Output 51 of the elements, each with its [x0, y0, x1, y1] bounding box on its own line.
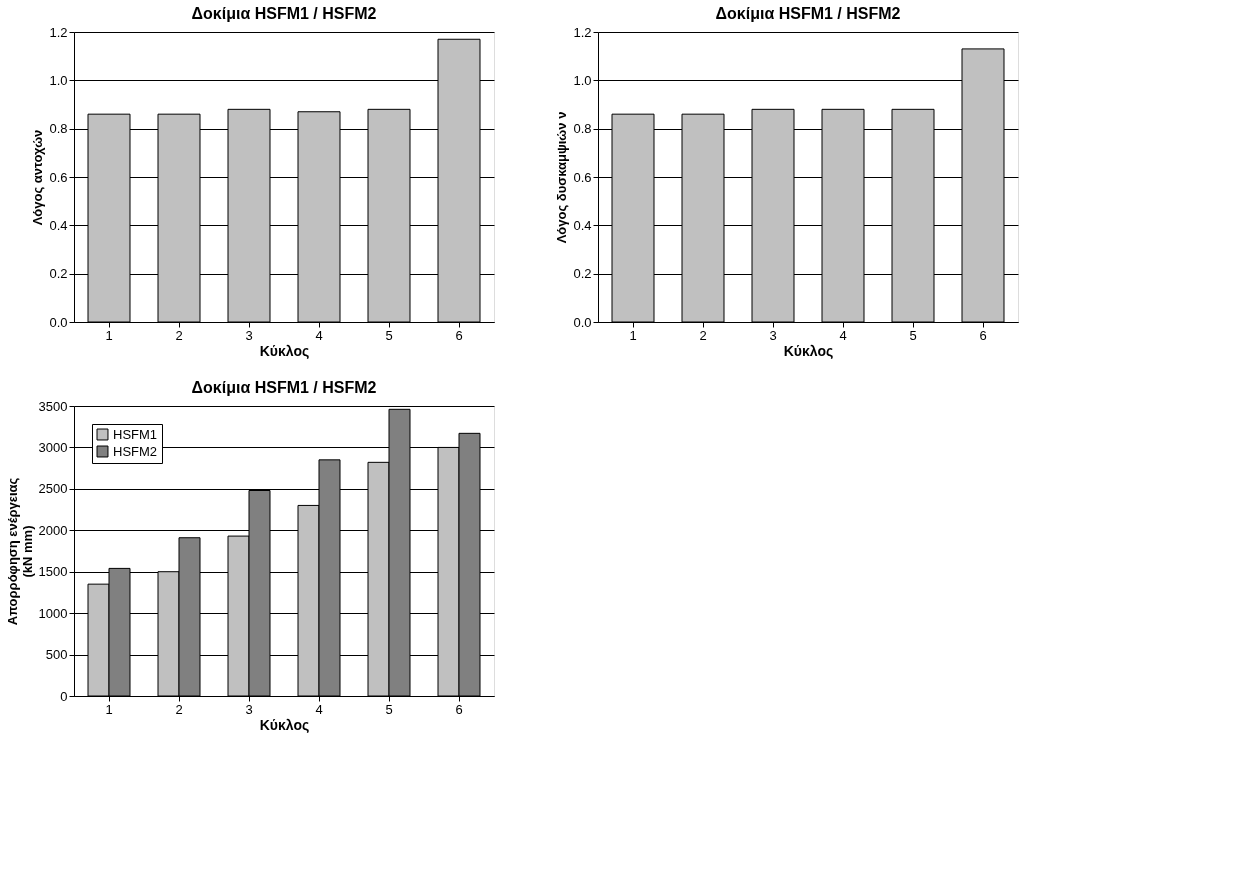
- chart-title: Δοκίμια HSFM1 / HSFM2: [191, 5, 377, 22]
- y-axis-title: Απορρόφηση ενέργειας (kN mm): [4, 477, 35, 626]
- x-tick-label: 1: [629, 327, 637, 343]
- y-tick-label: 1.0: [573, 72, 592, 88]
- y-tick-label: 500: [45, 647, 68, 663]
- y-axis-title: Λόγος δυσκαμψιών ν: [554, 111, 570, 244]
- x-tick-label: 6: [455, 701, 463, 717]
- y-tick-label: 3000: [38, 439, 68, 455]
- y-tick-label: 0.2: [573, 266, 592, 282]
- y-tick-label: 0.6: [49, 169, 68, 185]
- y-tick-label: 0.4: [573, 217, 592, 233]
- x-tick-label: 3: [245, 327, 253, 343]
- y-tick-label: 2000: [38, 522, 68, 538]
- x-tick-label: 2: [699, 327, 707, 343]
- x-tick-label: 4: [315, 327, 323, 343]
- x-tick-label: 4: [839, 327, 847, 343]
- y-tick-label: 1.0: [49, 72, 68, 88]
- chart-title: Δοκίμια HSFM1 / HSFM2: [191, 379, 377, 396]
- y-tick-label: 0: [60, 688, 68, 704]
- y-axis-title: Λόγος αντοχών: [30, 129, 46, 226]
- y-tick-label: 0.8: [573, 121, 592, 137]
- y-tick-label: 1500: [38, 564, 68, 580]
- y-tick-label: 0.0: [573, 314, 592, 330]
- y-tick-label: 1.2: [573, 24, 592, 40]
- x-tick-label: 5: [385, 701, 393, 717]
- x-axis-title: Κύκλος: [259, 342, 310, 359]
- x-tick-label: 5: [909, 327, 917, 343]
- x-tick-label: 4: [315, 701, 323, 717]
- y-tick-label: 3500: [38, 398, 68, 414]
- x-tick-label: 1: [105, 701, 113, 717]
- x-axis-title: Κύκλος: [783, 342, 834, 359]
- x-tick-label: 2: [175, 701, 183, 717]
- x-tick-label: 6: [979, 327, 987, 343]
- x-tick-label: 3: [769, 327, 777, 343]
- x-tick-label: 2: [175, 327, 183, 343]
- x-axis-title: Κύκλος: [259, 716, 310, 733]
- x-tick-label: 6: [455, 327, 463, 343]
- y-tick-label: 0.6: [573, 169, 592, 185]
- y-tick-label: 0.8: [49, 121, 68, 137]
- x-tick-label: 3: [245, 701, 253, 717]
- y-tick-label: 1.2: [49, 24, 68, 40]
- y-tick-label: 0.4: [49, 217, 68, 233]
- x-tick-label: 1: [105, 327, 113, 343]
- y-tick-label: 0.2: [49, 266, 68, 282]
- chart-title: Δοκίμια HSFM1 / HSFM2: [715, 5, 901, 22]
- y-tick-label: 2500: [38, 481, 68, 497]
- x-tick-label: 5: [385, 327, 393, 343]
- y-tick-label: 1000: [38, 605, 68, 621]
- legend-label: HSFM1: [113, 426, 158, 442]
- legend-label: HSFM2: [113, 443, 158, 459]
- y-tick-label: 0.0: [49, 314, 68, 330]
